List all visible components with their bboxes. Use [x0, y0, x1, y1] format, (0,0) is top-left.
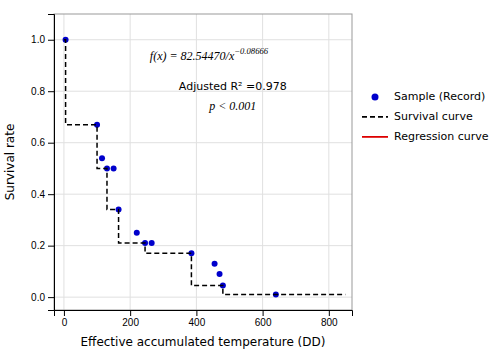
x-tick-label: 400: [189, 317, 206, 328]
point: [217, 271, 223, 277]
y-tick-mark: [48, 40, 54, 41]
point: [111, 165, 117, 171]
x-tick-mark: [130, 310, 131, 316]
y-axis-label: Survival rate: [3, 124, 17, 201]
grid-line-x: [328, 14, 329, 310]
y-tick-mark: [48, 91, 54, 92]
x-tick-mark: [329, 310, 330, 316]
annotation: Adjusted R² =0.978: [179, 80, 287, 93]
x-tick-mark: [64, 310, 65, 316]
y-tick: 0.2: [31, 240, 54, 251]
y-tick-mark: [48, 194, 54, 195]
y-tick: 0.0: [31, 292, 54, 303]
legend-label: Regression curve: [394, 130, 489, 143]
point: [99, 155, 105, 161]
y-tick-label: 0.2: [31, 240, 45, 251]
scatter-series: [63, 37, 279, 298]
y-tick-label: 0.8: [31, 86, 45, 97]
y-tick: 0.8: [31, 86, 54, 97]
x-tick: 400: [189, 310, 206, 328]
y-tick: 0.4: [31, 189, 54, 200]
annotation-superscript: −0.08666: [234, 46, 269, 56]
grid-line-y: [54, 194, 352, 195]
legend-label: Sample (Record): [394, 90, 485, 103]
grid-line-x: [262, 14, 263, 310]
annotation-part: f(x) = 82.54470/x: [150, 49, 235, 63]
x-tick-mark: [196, 310, 197, 316]
y-tick-label: 0.6: [31, 137, 45, 148]
y-tick-mark: [48, 143, 54, 144]
y-tick-label: 0.4: [31, 189, 45, 200]
legend-swatch: [362, 136, 388, 138]
point: [149, 240, 155, 246]
x-tick: 800: [321, 310, 338, 328]
x-tick: 200: [122, 310, 139, 328]
y-tick-label: 1.0: [31, 34, 45, 45]
x-axis-label: Effective accumulated temperature (DD): [81, 335, 326, 349]
x-tick-label: 0: [62, 317, 68, 328]
legend-item: Sample (Record): [372, 90, 486, 103]
y-tick-mark: [48, 297, 54, 298]
x-tick: 0: [62, 310, 68, 328]
grid-line-x: [63, 14, 64, 310]
legend-item: Survival curve: [362, 110, 473, 123]
grid: [54, 14, 352, 310]
y-axis-line: [48, 15, 55, 311]
grid-line-y: [54, 245, 352, 246]
marks: [63, 37, 346, 298]
legend-swatch: [362, 116, 388, 118]
y-tick-mark: [48, 246, 54, 247]
plot: 0 200 400 600 800 0.0 0.2 0.4 0.6 0.8 1.0 f(x) = 82…: [31, 14, 352, 328]
legend-item: Regression curve: [362, 130, 489, 143]
grid-line-y: [54, 297, 352, 298]
grid-line-y: [54, 39, 352, 40]
point: [134, 230, 140, 236]
annotation: f(x) = 82.54470/x−0.08666: [150, 46, 269, 63]
annotation: p < 0.001: [208, 99, 256, 113]
y-tick-label: 0.0: [31, 292, 45, 303]
annotations: f(x) = 82.54470/x−0.08666 Adjusted R² =0.…: [150, 46, 287, 113]
y-axis: 0.0 0.2 0.4 0.6 0.8 1.0: [31, 15, 54, 311]
x-tick: 600: [255, 310, 272, 328]
x-axis-line: [55, 311, 353, 317]
chart: 0 200 400 600 800 0.0 0.2 0.4 0.6 0.8 1.0 f(x) = 82…: [0, 0, 492, 356]
legend: Sample (Record) Survival curve Regression …: [362, 90, 489, 143]
grid-line-y: [54, 142, 352, 143]
y-tick: 0.6: [31, 137, 54, 148]
y-tick: 1.0: [31, 34, 54, 45]
plot-frame: [54, 14, 352, 310]
line: [64, 40, 345, 295]
legend-label: Survival curve: [394, 110, 473, 123]
x-tick-mark: [263, 310, 264, 316]
x-tick-label: 600: [255, 317, 272, 328]
x-tick-label: 800: [321, 317, 338, 328]
point: [212, 261, 218, 267]
x-tick-label: 200: [122, 317, 139, 328]
legend-swatch: [372, 93, 379, 100]
grid-line-x: [130, 14, 131, 310]
x-axis: 0 200 400 600 800: [55, 310, 353, 328]
